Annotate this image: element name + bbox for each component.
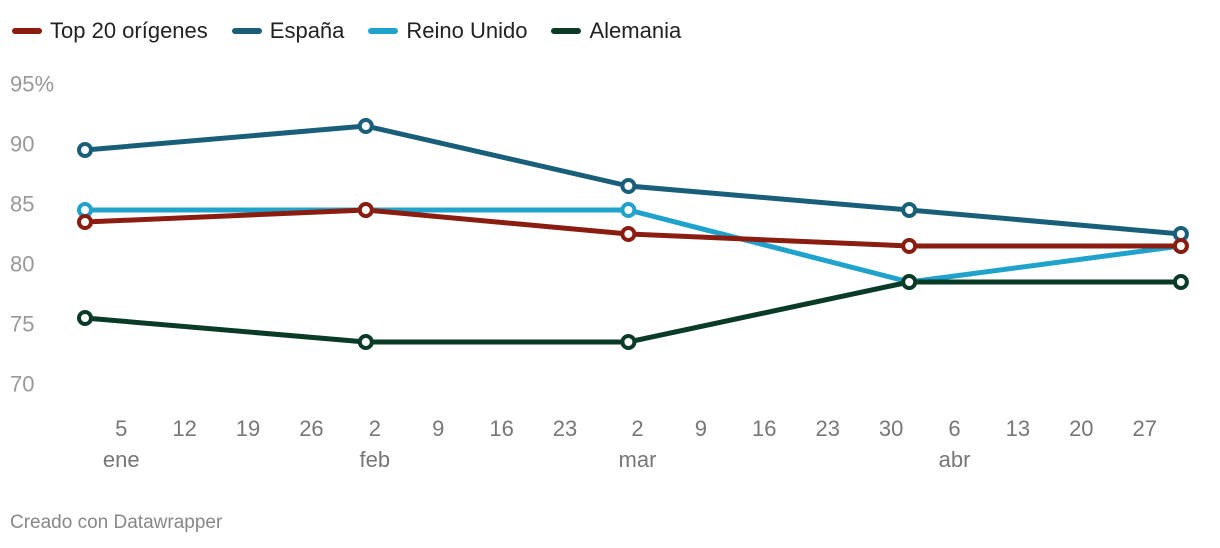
data-point <box>357 118 374 134</box>
x-month-label: mar <box>619 447 657 472</box>
data-point <box>620 178 637 194</box>
legend-swatch <box>12 28 42 34</box>
data-point <box>357 334 374 350</box>
x-month-label: feb <box>360 447 391 472</box>
data-point <box>620 202 637 218</box>
x-tick-label: 20 <box>1069 416 1093 441</box>
y-axis: 95% 90 85 80 75 70 <box>10 72 54 397</box>
x-tick-label: 19 <box>236 416 260 441</box>
x-tick-label: 5 <box>115 416 127 441</box>
legend-item-reino-unido: Reino Unido <box>368 18 527 44</box>
data-point <box>1172 274 1189 290</box>
legend-label: España <box>269 18 345 43</box>
x-month-label: ene <box>103 447 140 472</box>
y-tick-label: 75 <box>10 312 34 337</box>
x-tick-label: 23 <box>553 416 577 441</box>
data-point <box>901 238 918 254</box>
data-point <box>357 202 374 218</box>
series-line <box>82 279 1184 345</box>
credit-text: Creado con Datawrapper <box>10 512 223 533</box>
data-point <box>901 202 918 218</box>
x-tick-label: 6 <box>948 416 960 441</box>
x-axis: 5 12 19 26 2 9 16 23 2 9 16 23 30 6 13 20 27 ene feb mar abr <box>103 416 1157 472</box>
x-tick-label: 2 <box>369 416 381 441</box>
y-tick-label: 95% <box>10 72 54 97</box>
legend-label: Top 20 orígenes <box>50 18 208 43</box>
x-tick-label: 16 <box>489 416 513 441</box>
legend-label: Alemania <box>589 18 682 43</box>
legend-swatch <box>551 28 582 34</box>
data-point <box>77 142 93 158</box>
data-point <box>901 274 918 290</box>
x-tick-label: 9 <box>695 416 707 441</box>
x-tick-label: 27 <box>1132 416 1156 441</box>
series-layer <box>77 118 1189 350</box>
y-tick-label: 90 <box>10 132 34 157</box>
x-tick-label: 30 <box>879 416 903 441</box>
legend-swatch <box>231 28 262 34</box>
x-tick-label: 23 <box>815 416 839 441</box>
data-point <box>620 334 637 350</box>
x-tick-label: 16 <box>752 416 776 441</box>
x-tick-label: 2 <box>631 416 643 441</box>
legend-item-espana: España <box>231 18 345 44</box>
legend: Top 20 orígenes España Reino Unido Alema… <box>12 14 681 48</box>
legend-swatch <box>368 28 399 34</box>
y-tick-label: 80 <box>10 252 34 277</box>
y-tick-label: 85 <box>10 192 34 217</box>
data-point <box>77 310 93 326</box>
data-point <box>620 226 637 242</box>
x-tick-label: 12 <box>172 416 196 441</box>
x-tick-label: 13 <box>1006 416 1030 441</box>
legend-item-top20: Top 20 orígenes <box>12 18 208 44</box>
legend-label: Reino Unido <box>406 18 528 43</box>
x-month-label: abr <box>939 447 971 472</box>
y-tick-label: 70 <box>10 372 34 397</box>
legend-item-alemania: Alemania <box>551 18 681 44</box>
data-point <box>1172 238 1189 254</box>
data-point <box>77 214 93 230</box>
x-tick-label: 9 <box>432 416 444 441</box>
x-tick-label: 26 <box>299 416 323 441</box>
